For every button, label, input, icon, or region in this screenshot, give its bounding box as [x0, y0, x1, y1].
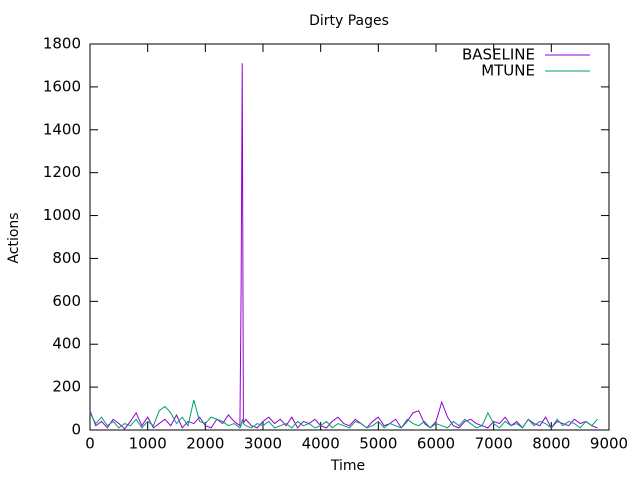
series-line: [89, 63, 598, 430]
plot-frame: [89, 43, 610, 431]
y-tick-label: 1800: [43, 35, 81, 53]
x-tick-label: 3000: [244, 435, 282, 453]
x-tick-label: 5000: [359, 435, 397, 453]
x-tick-label: 2000: [186, 435, 224, 453]
y-tick-label: 1200: [43, 163, 81, 181]
x-tick-label: 7000: [475, 435, 513, 453]
y-tick-label: 0: [71, 421, 81, 439]
chart-title: Dirty Pages: [309, 13, 389, 29]
x-tick-label: 8000: [532, 435, 570, 453]
series-line: [89, 399, 598, 429]
y-tick-label: 1600: [43, 77, 81, 95]
legend-label: MTUNE: [481, 62, 535, 80]
y-axis-label: Actions: [6, 212, 22, 263]
x-tick-label: 1000: [129, 435, 167, 453]
y-tick-label: 800: [52, 249, 81, 267]
y-tick-label: 200: [52, 378, 81, 396]
y-tick-label: 1000: [43, 206, 81, 224]
x-tick-label: 9000: [590, 435, 628, 453]
y-tick-label: 400: [52, 335, 81, 353]
y-tick-label: 1400: [43, 120, 81, 138]
x-tick-label: 6000: [417, 435, 455, 453]
y-tick-label: 600: [52, 292, 81, 310]
x-tick-label: 4000: [302, 435, 340, 453]
x-tick-label: 0: [85, 435, 95, 453]
x-axis-label: Time: [330, 458, 365, 474]
legend-label: BASELINE: [462, 46, 535, 64]
